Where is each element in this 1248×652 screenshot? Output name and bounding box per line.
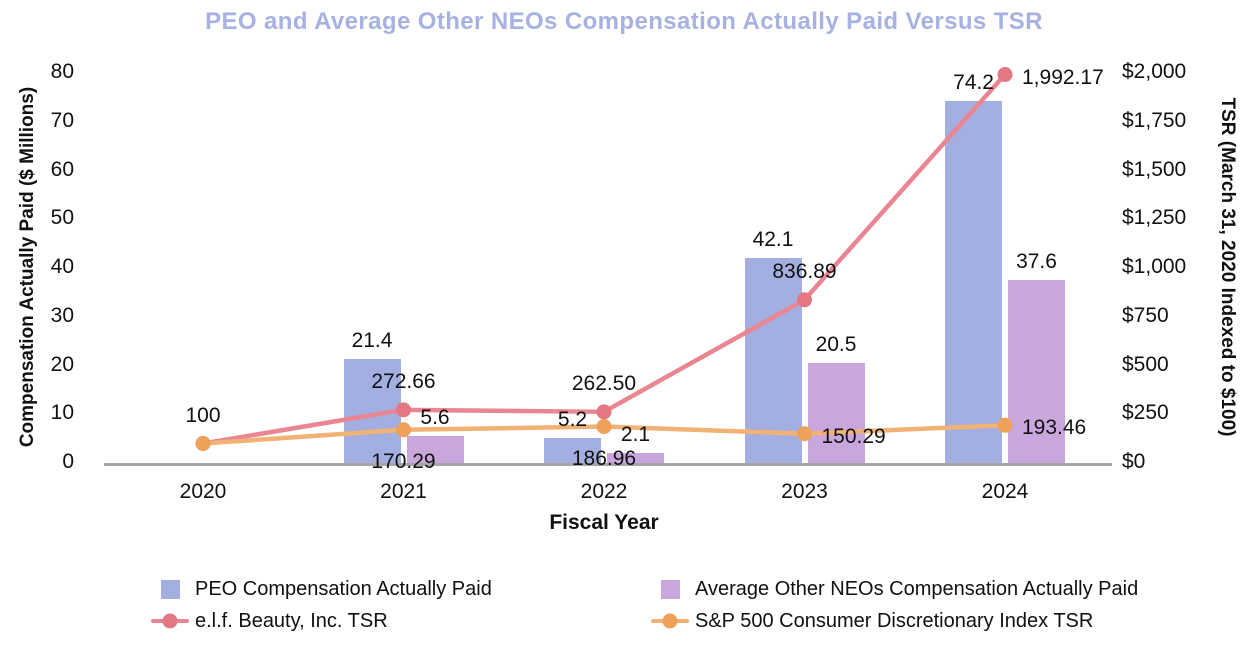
x-axis-tick: 2023 xyxy=(781,480,828,503)
legend-label: Average Other NEOs Compensation Actually… xyxy=(695,577,1139,600)
legend-item-neo: Average Other NEOs Compensation Actually… xyxy=(650,576,1138,602)
peo-bar xyxy=(744,257,802,463)
right-axis-tick: $1,250 xyxy=(1122,206,1187,230)
data-label: 74.2 xyxy=(953,71,994,95)
neo-bar xyxy=(607,452,664,463)
neo-bar xyxy=(1008,279,1065,463)
legend-label: PEO Compensation Actually Paid xyxy=(195,577,492,600)
right-axis-tick: $1,750 xyxy=(1122,108,1187,132)
x-axis-tick: 2024 xyxy=(981,480,1029,503)
data-label: 150.29 xyxy=(821,424,886,448)
left-axis-tick: 10 xyxy=(50,401,74,425)
data-label: 272.66 xyxy=(371,369,436,393)
right-axis-tick: $750 xyxy=(1122,303,1169,327)
left-axis-tick: 70 xyxy=(50,108,74,132)
legend-item-sp500-tsr: S&P 500 Consumer Discretionary Index TSR xyxy=(650,608,1093,634)
data-label: 262.50 xyxy=(571,371,637,395)
legend-item-peo: PEO Compensation Actually Paid xyxy=(150,576,492,602)
sp500-tsr-point-2020 xyxy=(195,436,211,451)
data-label: 836.89 xyxy=(772,259,837,283)
peo-bar-swatch-icon xyxy=(150,579,190,599)
data-label: 1,992.17 xyxy=(1022,65,1104,89)
right-axis-tick: $500 xyxy=(1122,352,1169,376)
legend-item-elf-tsr: e.l.f. Beauty, Inc. TSR xyxy=(150,608,388,634)
data-label: 21.4 xyxy=(351,328,393,352)
legend-label: e.l.f. Beauty, Inc. TSR xyxy=(195,609,388,632)
left-axis-tick: 20 xyxy=(50,352,74,376)
left-axis-tick: 30 xyxy=(50,303,74,327)
peo-bar xyxy=(945,101,1002,463)
data-label: 5.6 xyxy=(420,405,450,429)
legend-label: S&P 500 Consumer Discretionary Index TSR xyxy=(695,609,1094,632)
data-label: 5.2 xyxy=(557,407,588,431)
right-axis-title: TSR (March 31, 2020 Indexed to $100) xyxy=(1217,97,1238,437)
right-axis-tick: $2,000 xyxy=(1122,60,1187,83)
x-axis-title: Fiscal Year xyxy=(549,511,659,534)
data-label: 170.29 xyxy=(371,449,436,473)
sp500-tsr-point-2022 xyxy=(596,419,612,435)
data-label: 193.46 xyxy=(1022,416,1087,440)
chart-title: PEO and Average Other NEOs Compensation … xyxy=(205,8,1043,35)
data-label: 186.96 xyxy=(571,446,637,470)
x-axis-tick: 2022 xyxy=(580,480,628,503)
x-axis-tick: 2021 xyxy=(380,480,427,503)
data-label: 2.1 xyxy=(620,422,651,446)
right-axis-tick: $0 xyxy=(1122,450,1146,473)
neo-bar-swatch-icon xyxy=(650,579,690,599)
elf-tsr-point-2022 xyxy=(596,404,612,420)
right-axis-tick: $1,500 xyxy=(1122,157,1187,181)
data-label: 100 xyxy=(185,403,221,427)
right-axis-tick: $1,000 xyxy=(1122,255,1187,278)
data-label: 37.6 xyxy=(1016,249,1057,273)
data-label: 42.1 xyxy=(752,227,794,251)
sp500-tsr-line-marker-icon xyxy=(650,613,690,629)
left-axis-tick: 40 xyxy=(50,255,74,278)
x-axis-line xyxy=(104,463,1112,466)
elf-tsr-line-marker-icon xyxy=(150,613,190,629)
x-axis-tick: 2020 xyxy=(179,480,227,503)
left-axis-tick: 50 xyxy=(50,206,74,230)
data-label: 20.5 xyxy=(815,333,857,357)
right-axis-tick: $250 xyxy=(1122,401,1169,425)
left-axis-tick: 80 xyxy=(50,60,74,83)
left-axis-tick: 60 xyxy=(50,157,74,181)
left-axis-tick: 0 xyxy=(62,450,74,473)
elf-tsr-point-2024 xyxy=(997,67,1013,83)
elf-tsr-point-2020 xyxy=(195,436,211,451)
